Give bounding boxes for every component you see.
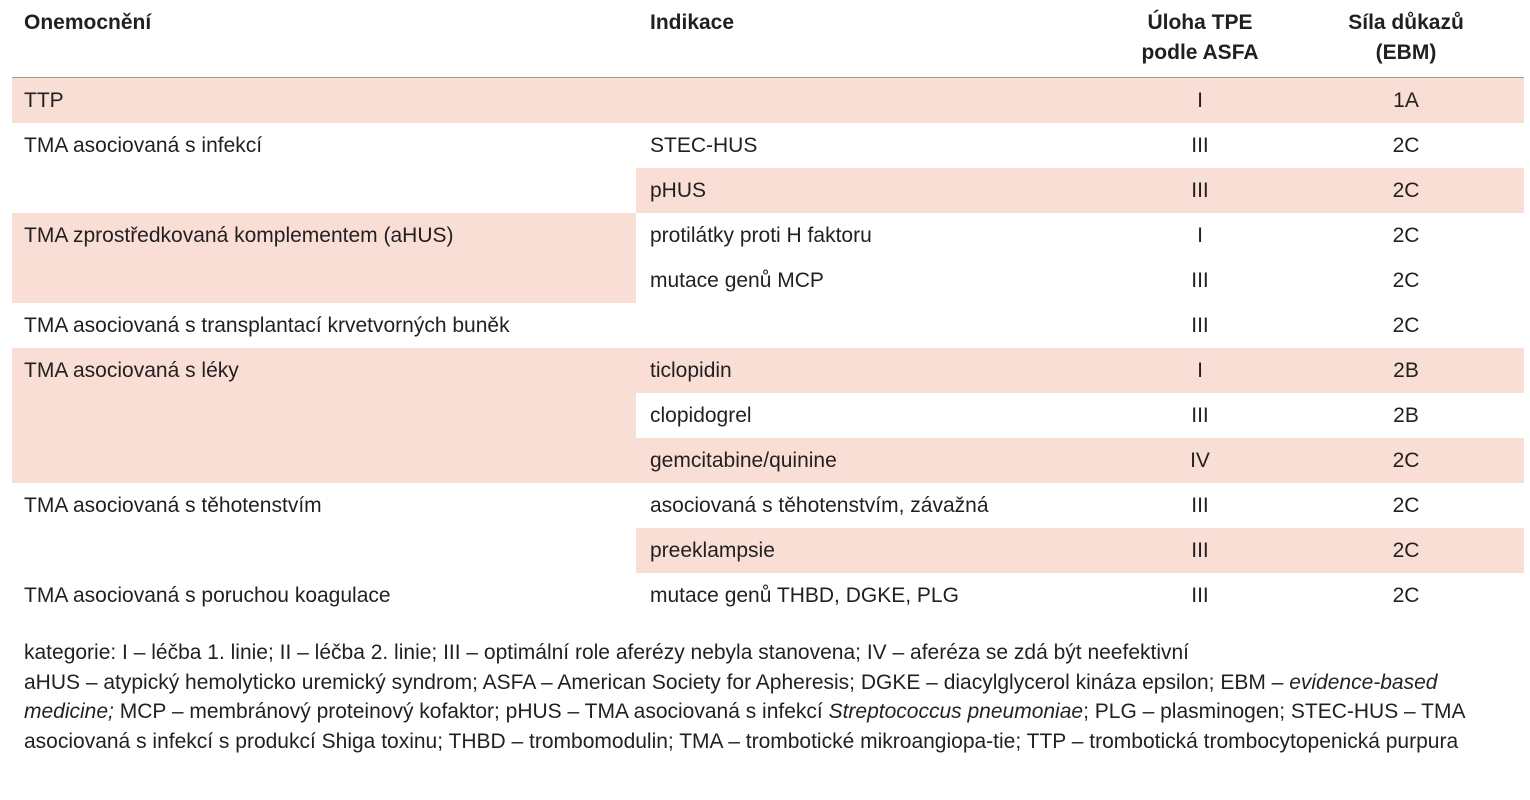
cell-evidence: 2C	[1392, 584, 1420, 607]
cell-disease	[12, 258, 636, 303]
cell-indication: clopidogrel	[650, 404, 752, 427]
cell-evidence: 2C	[1392, 134, 1420, 157]
cell-disease: TMA asociovaná s infekcí	[24, 134, 263, 157]
table-footnotes: kategorie: I – léčba 1. linie; II – léčb…	[24, 638, 1514, 756]
table-row: gemcitabine/quinine IV 2C	[0, 438, 1530, 483]
cell-category: III	[1191, 584, 1209, 607]
table-row: preeklampsie III 2C	[0, 528, 1530, 573]
header-disease-label: Onemocnění	[24, 11, 152, 34]
footnote-abbrev-part-4: Streptococcus pneumoniae	[828, 700, 1084, 723]
table-row: TTP I 1A	[0, 78, 1530, 123]
cell-disease	[12, 393, 636, 438]
footnote-abbrev-part-2: evidence-based medicine;	[24, 670, 1438, 724]
cell-category: I	[1197, 359, 1203, 382]
cell-indication: asociovaná s těhotenstvím, závažná	[650, 494, 989, 517]
row-highlight-ttp	[12, 78, 1524, 123]
cell-category: III	[1191, 539, 1209, 562]
cell-indication: pHUS	[650, 179, 707, 202]
cell-indication: gemcitabine/quinine	[650, 449, 837, 472]
header-evidence-line-2: (EBM)	[1375, 41, 1437, 64]
cell-category: III	[1191, 494, 1209, 517]
table-row: TMA zprostředkovaná komplementem (aHUS) …	[0, 213, 1530, 258]
cell-disease	[12, 168, 636, 213]
table-row: TMA asociovaná s infekcí STEC-HUS III 2C	[0, 123, 1530, 168]
row-highlight-drugs	[12, 348, 636, 483]
cell-disease	[12, 438, 636, 483]
cell-category: III	[1191, 269, 1209, 292]
cell-disease: TMA asociovaná s transplantací krvetvorn…	[24, 314, 510, 337]
row-highlight-preeclampsia	[636, 528, 1524, 573]
cell-evidence: 2C	[1392, 539, 1420, 562]
row-highlight-ahus	[12, 213, 636, 303]
header-indication: Indikace	[636, 0, 1112, 78]
cell-indication: STEC-HUS	[650, 134, 758, 157]
cell-evidence: 2C	[1392, 224, 1420, 247]
cell-disease: TMA asociovaná s poruchou koagulace	[24, 584, 391, 607]
row-highlight-ticlopidin	[636, 348, 1524, 393]
cell-indication	[636, 78, 1112, 123]
cell-disease	[12, 528, 636, 573]
header-tpe-role-line-2: podle ASFA	[1141, 41, 1259, 64]
header-tpe-role-line-1: Úloha TPE	[1147, 11, 1253, 34]
cell-indication: protilátky proti H faktoru	[650, 224, 872, 247]
cell-evidence: 2C	[1392, 494, 1420, 517]
footnote-abbrev-part-1: aHUS – atypický hemolyticko uremický syn…	[24, 670, 1290, 694]
footnote-categories: kategorie: I – léčba 1. linie; II – léčb…	[24, 641, 1190, 664]
cell-evidence: 2C	[1392, 449, 1420, 472]
cell-disease: TMA asociovaná s léky	[24, 359, 239, 382]
row-highlight-gemcitabine	[636, 438, 1524, 483]
header-evidence: Síla důkazů (EBM)	[1288, 0, 1524, 78]
row-highlight-phus	[636, 168, 1524, 213]
cell-category: III	[1191, 314, 1209, 337]
header-indication-label: Indikace	[650, 11, 735, 34]
cell-category: IV	[1190, 449, 1210, 472]
table-row: clopidogrel III 2B	[0, 393, 1530, 438]
cell-disease: TMA zprostředkovaná komplementem (aHUS)	[24, 224, 454, 247]
cell-evidence: 2B	[1393, 404, 1419, 427]
cell-category: I	[1197, 89, 1203, 112]
cell-evidence: 2C	[1392, 314, 1420, 337]
header-tpe-role: Úloha TPE podle ASFA	[1112, 0, 1288, 78]
cell-category: III	[1191, 179, 1209, 202]
cell-category: I	[1197, 224, 1203, 247]
cell-indication: preeklampsie	[650, 539, 775, 562]
header-evidence-line-1: Síla důkazů	[1348, 11, 1464, 34]
table-row: TMA asociovaná s transplantací krvetvorn…	[0, 303, 1530, 348]
cell-evidence: 1A	[1393, 89, 1419, 112]
footnote-abbrev-part-3: MCP – membránový proteinový kofaktor; pH…	[113, 700, 829, 723]
table-row: pHUS III 2C	[0, 168, 1530, 213]
table-row: TMA asociovaná s poruchou koagulace muta…	[0, 573, 1530, 618]
cell-evidence: 2C	[1392, 179, 1420, 202]
table-row: TMA asociovaná s léky ticlopidin I 2B	[0, 348, 1530, 393]
cell-indication: mutace genů THBD, DGKE, PLG	[650, 584, 959, 607]
cell-evidence: 2B	[1393, 359, 1419, 382]
cell-category: III	[1191, 404, 1209, 427]
footnote-abbreviations: aHUS – atypický hemolyticko uremický syn…	[24, 668, 1514, 757]
cell-category: III	[1191, 134, 1209, 157]
header-disease: Onemocnění	[12, 0, 636, 78]
cell-indication: mutace genů MCP	[650, 269, 824, 292]
cell-indication: ticlopidin	[650, 359, 732, 382]
header-rule	[12, 77, 1524, 78]
cell-disease: TTP	[24, 89, 64, 112]
cell-disease: TMA asociovaná s těhotenstvím	[24, 494, 322, 517]
table-row: TMA asociovaná s těhotenstvím asociovaná…	[0, 483, 1530, 528]
table-row: mutace genů MCP III 2C	[0, 258, 1530, 303]
footnote-abbrev-part-5: ; PLG – plasminogen; STEC-HUS – TMA asoc…	[24, 700, 1465, 753]
cell-evidence: 2C	[1392, 269, 1420, 292]
cell-indication	[636, 303, 1112, 348]
